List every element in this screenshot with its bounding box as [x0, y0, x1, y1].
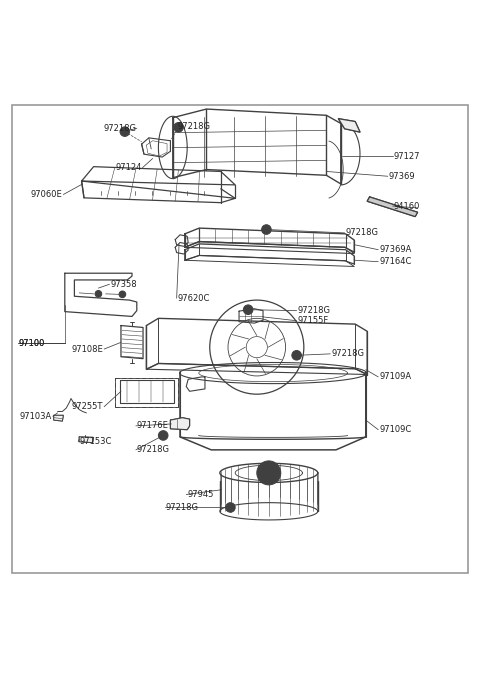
Text: 97945: 97945	[187, 490, 214, 499]
Polygon shape	[54, 415, 63, 421]
Text: 94160: 94160	[394, 202, 420, 211]
Text: 97358: 97358	[110, 280, 137, 289]
Text: 97218G: 97218G	[104, 124, 137, 133]
Text: 97100: 97100	[18, 338, 45, 348]
Text: 97369: 97369	[389, 172, 415, 181]
Text: 97218G: 97218G	[137, 445, 170, 454]
Text: 97124: 97124	[115, 163, 142, 172]
Circle shape	[292, 351, 301, 360]
Circle shape	[95, 290, 102, 297]
Text: 97060E: 97060E	[31, 190, 62, 199]
Text: 97100: 97100	[18, 338, 45, 348]
Text: 97155F: 97155F	[298, 316, 329, 325]
Polygon shape	[170, 418, 190, 430]
Circle shape	[243, 305, 253, 315]
Circle shape	[262, 225, 271, 234]
Text: 97255T: 97255T	[72, 402, 103, 411]
Circle shape	[174, 123, 183, 132]
Text: 97164C: 97164C	[379, 257, 411, 266]
Text: 97218G: 97218G	[298, 306, 331, 315]
Text: 97218G: 97218G	[346, 228, 379, 238]
Text: 97109A: 97109A	[379, 372, 411, 381]
Polygon shape	[79, 437, 94, 443]
Polygon shape	[367, 197, 418, 217]
Text: 97218G: 97218G	[166, 503, 199, 512]
Text: 97620C: 97620C	[178, 294, 210, 303]
Text: 97103A: 97103A	[20, 412, 52, 421]
Polygon shape	[338, 118, 360, 132]
Text: 97127: 97127	[394, 152, 420, 160]
Text: 97369A: 97369A	[379, 245, 411, 254]
Text: 97218G: 97218G	[331, 349, 364, 358]
Text: 97108E: 97108E	[72, 345, 103, 353]
Text: 97109C: 97109C	[379, 425, 411, 434]
Circle shape	[257, 461, 281, 485]
Text: 97176E: 97176E	[137, 421, 168, 431]
Text: 97218G: 97218G	[178, 122, 211, 131]
Circle shape	[120, 127, 130, 137]
Circle shape	[158, 431, 168, 440]
Circle shape	[119, 291, 126, 298]
Text: 97153C: 97153C	[79, 437, 111, 446]
Circle shape	[226, 502, 235, 512]
